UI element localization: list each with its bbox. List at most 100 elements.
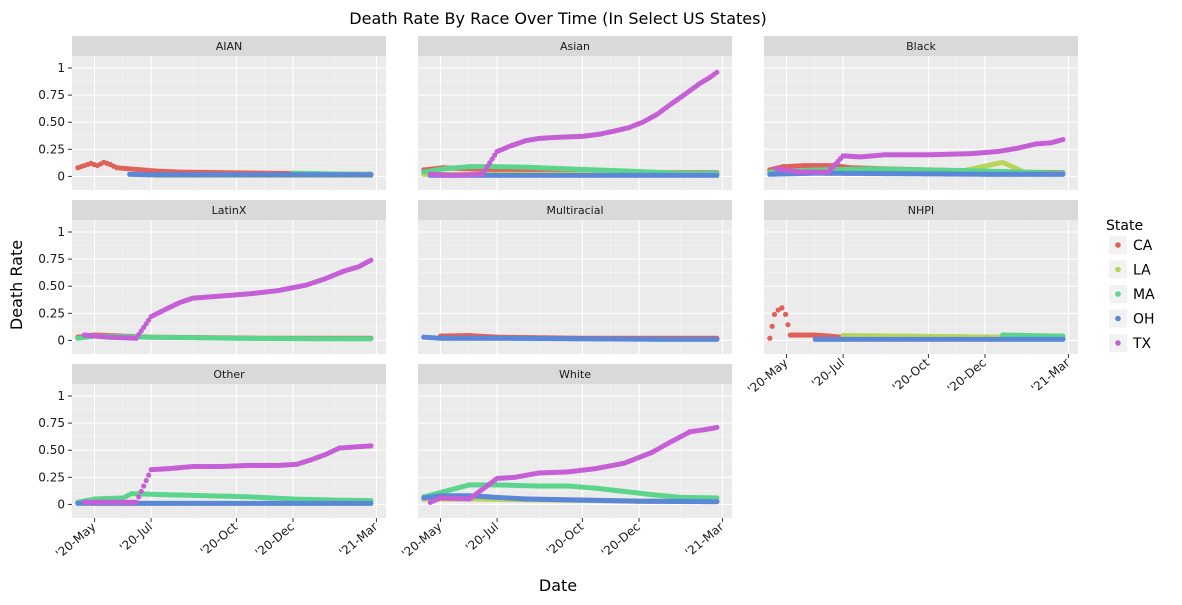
x-axis-label: Date <box>539 576 577 595</box>
data-point <box>133 499 139 505</box>
data-point <box>714 172 720 178</box>
x-tick-label: '21-Mar <box>1028 356 1072 396</box>
facet-label: White <box>559 368 591 381</box>
data-point <box>779 305 785 311</box>
series-oh <box>127 171 374 178</box>
legend-label: MA <box>1133 287 1155 303</box>
legend-label: CA <box>1133 238 1153 254</box>
series-tx <box>427 69 720 178</box>
facet-strip <box>72 200 386 220</box>
data-point <box>1060 171 1066 177</box>
data-point <box>714 499 720 505</box>
y-tick-label: 0.75 <box>38 252 65 266</box>
data-point <box>714 69 720 75</box>
y-tick-label: 1 <box>57 225 65 239</box>
y-tick-label: 0.75 <box>38 88 65 102</box>
legend-label: OH <box>1133 312 1155 328</box>
facet-strip <box>764 200 1078 220</box>
panel-black: Black <box>764 36 1078 190</box>
facet-strip <box>764 36 1078 56</box>
x-tick-label: '20-Oct <box>890 355 933 394</box>
data-point <box>489 156 495 162</box>
data-point <box>767 335 773 341</box>
x-tick-label: '20-Oct <box>198 519 241 558</box>
data-point <box>771 311 778 317</box>
series-oh <box>421 334 720 342</box>
panel-background <box>418 220 732 354</box>
data-point <box>141 483 147 489</box>
x-tick-label: '21-Mar <box>336 520 380 560</box>
y-tick-label: 0.25 <box>38 142 65 156</box>
panel-background <box>72 220 386 354</box>
data-point <box>136 494 142 500</box>
panel-multiracial: Multiracial <box>418 200 732 354</box>
facet-strip <box>418 200 732 220</box>
y-tick-label: 0 <box>57 333 65 347</box>
data-point <box>368 257 374 263</box>
data-point <box>368 336 374 342</box>
facet-strip <box>72 364 386 384</box>
y-tick-label: 1 <box>57 389 65 403</box>
x-tick-label: '20-Jul <box>809 356 847 391</box>
panel-other: Other 0 0.25 0.50 0.75 1 '20-May '20-Jul '20-Oct… <box>38 364 386 561</box>
y-tick-label: 0.50 <box>38 443 65 457</box>
data-point <box>368 172 374 178</box>
data-point <box>138 488 144 495</box>
data-point <box>484 164 490 170</box>
x-tick-label: '20-May <box>399 520 445 561</box>
y-tick-label: 0.50 <box>38 115 65 129</box>
y-tick-label: 0.50 <box>38 279 65 293</box>
facet-label: LatinX <box>212 204 247 217</box>
x-tick-label: '20-May <box>745 356 791 397</box>
legend-label: TX <box>1132 336 1152 352</box>
legend-item-ma: MA <box>1109 285 1155 303</box>
data-point <box>1060 136 1066 143</box>
legend-label: LA <box>1133 263 1151 279</box>
data-point <box>368 500 374 506</box>
data-point <box>769 323 775 329</box>
data-point <box>368 443 374 449</box>
y-tick-label: 1 <box>57 61 65 75</box>
facet-panels: AIAN 0 0.25 0.50 0.75 1 Asian Black LatinX 0 0.25 0… <box>38 36 1078 561</box>
x-tick-label: '20-Dec <box>253 520 297 560</box>
x-tick-label: '20-Dec <box>599 520 643 560</box>
data-point <box>143 477 149 484</box>
legend-item-la: LA <box>1109 260 1151 279</box>
facet-label: Asian <box>560 40 590 53</box>
data-point <box>492 152 498 158</box>
series-tx <box>773 136 1066 175</box>
y-tick-label: 0.75 <box>38 416 65 430</box>
data-point <box>783 311 789 317</box>
y-tick-label: 0 <box>57 497 65 511</box>
data-point <box>482 167 488 174</box>
data-point <box>487 160 493 166</box>
y-tick-label: 0 <box>57 169 65 183</box>
y-tick-label: 0.25 <box>38 306 65 320</box>
legend-marker <box>1115 242 1121 248</box>
legend-marker <box>1115 291 1121 297</box>
legend-title: State <box>1106 218 1143 234</box>
legend-item-ca: CA <box>1109 236 1153 254</box>
facet-label: Other <box>213 368 245 381</box>
facet-label: AIAN <box>216 40 243 53</box>
data-point <box>714 336 720 342</box>
data-point <box>1060 336 1066 342</box>
legend-item-oh: OH <box>1109 309 1155 328</box>
x-tick-label: '20-Jul <box>117 520 155 555</box>
data-point <box>146 472 152 478</box>
data-point <box>785 322 791 328</box>
legend: State CA LA MA OH TX <box>1106 218 1155 352</box>
facet-label: Black <box>906 40 936 53</box>
panel-white: White '20-May '20-Jul '20-Oct '20-Dec '21-Mar <box>399 364 732 561</box>
facet-strip <box>72 36 386 56</box>
panel-nhpi: NHPI '20-May '20-Jul '20-Oct '20-Dec '21-Mar <box>745 200 1078 397</box>
x-tick-label: '21-Mar <box>682 520 726 560</box>
y-axis-label: Death Rate <box>7 240 26 330</box>
series-oh <box>812 336 1066 342</box>
panel-aian: AIAN 0 0.25 0.50 0.75 1 <box>38 36 386 190</box>
panel-asian: Asian <box>418 36 732 190</box>
data-point <box>714 424 720 431</box>
facet-strip <box>418 36 732 56</box>
x-tick-label: '20-Oct <box>544 519 587 558</box>
